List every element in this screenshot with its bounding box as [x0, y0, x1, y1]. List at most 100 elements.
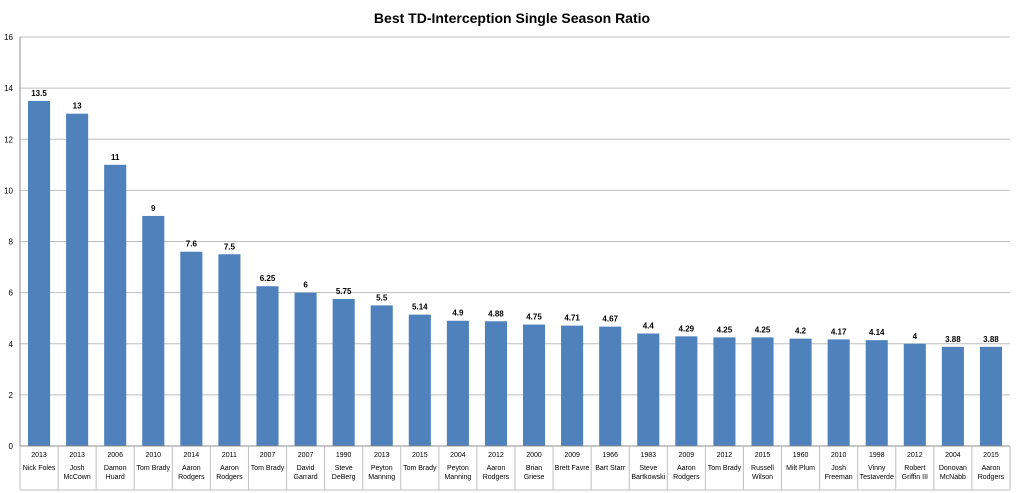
- x-tick-year: 2007: [298, 452, 314, 459]
- x-tick-player: McCown: [63, 474, 90, 481]
- x-tick-player: David: [297, 465, 315, 472]
- data-label: 5.75: [336, 287, 352, 296]
- y-tick-label: 0: [9, 442, 14, 451]
- bar: [751, 337, 774, 446]
- x-tick-player: Garrard: [294, 474, 318, 481]
- x-tick-year: 2013: [31, 452, 47, 459]
- y-tick-label: 12: [4, 135, 13, 144]
- x-tick-player: Milt Plum: [786, 465, 815, 472]
- data-label: 4.2: [795, 327, 807, 336]
- x-tick-year: 2000: [526, 452, 542, 459]
- bar: [27, 100, 51, 446]
- x-tick-player: Bartkowski: [631, 474, 665, 481]
- gridlines: [19, 36, 1010, 447]
- data-label: 7.5: [224, 242, 236, 251]
- data-label: 4.88: [488, 309, 504, 318]
- bar: [370, 305, 393, 446]
- x-tick-player: Brian: [526, 465, 542, 472]
- x-tick-player: Peyton: [371, 465, 393, 472]
- data-label: 7.6: [186, 240, 198, 249]
- x-tick-player: Rodgers: [978, 474, 1005, 481]
- bar: [218, 254, 241, 446]
- data-label: 4.9: [452, 309, 464, 318]
- bar: [484, 321, 508, 446]
- x-tick-player: Robert: [904, 465, 925, 472]
- x-tick-year: 1998: [869, 452, 885, 459]
- bar: [979, 346, 1003, 446]
- x-tick-year: 2014: [184, 452, 200, 459]
- y-tick-label: 8: [9, 238, 14, 247]
- data-label: 3.88: [983, 335, 999, 344]
- y-tick-label: 10: [4, 186, 13, 195]
- x-tick-player: Rodgers: [216, 474, 243, 481]
- y-tick-label: 2: [9, 391, 14, 400]
- x-tick-player: Rodgers: [673, 474, 700, 481]
- bar: [104, 164, 127, 446]
- x-tick-player: Aaron: [677, 465, 696, 472]
- bar: [332, 299, 355, 446]
- x-tick-year: 2004: [450, 452, 466, 459]
- x-tick-year: 2012: [717, 452, 733, 459]
- x-tick-player: Aaron: [487, 465, 506, 472]
- x-tick-player: Testaverde: [860, 474, 894, 481]
- x-tick-year: 2015: [983, 452, 999, 459]
- data-label: 4: [913, 332, 918, 341]
- bar: [789, 338, 812, 446]
- x-tick-player: Bart Starr: [595, 465, 626, 472]
- x-tick-player: McNabb: [940, 474, 966, 481]
- bar: [66, 113, 89, 446]
- data-label: 11: [111, 153, 120, 162]
- x-tick-player: Freeman: [825, 474, 853, 481]
- y-tick-label: 14: [4, 84, 13, 93]
- x-tick-year: 2012: [907, 452, 923, 459]
- x-tick-year: 2009: [564, 452, 580, 459]
- chart-title: Best TD-Interception Single Season Ratio: [374, 10, 650, 26]
- data-label: 13: [73, 102, 82, 111]
- x-tick-player: Griffin III: [902, 474, 928, 481]
- x-tick-player: Manning: [368, 474, 395, 481]
- bar: [637, 333, 660, 446]
- x-tick-year: 2006: [107, 452, 123, 459]
- x-tick-year: 1960: [793, 452, 809, 459]
- x-tick-year: 1990: [336, 452, 352, 459]
- x-tick-player: Steve: [639, 465, 657, 472]
- x-tick-year: 2007: [260, 452, 276, 459]
- data-label: 6: [303, 281, 308, 290]
- bar: [827, 339, 850, 446]
- x-tick-player: Tom Brady: [137, 465, 171, 472]
- data-label: 4.4: [643, 322, 655, 331]
- data-label: 4.14: [869, 328, 885, 337]
- bar: [941, 346, 964, 446]
- bar: [446, 320, 469, 446]
- bar: [408, 314, 431, 446]
- x-tick-player: Tom Brady: [251, 465, 285, 472]
- x-tick-player: Huard: [106, 474, 125, 481]
- x-tick-year: 2011: [222, 452, 237, 459]
- data-label: 4.25: [755, 325, 771, 334]
- x-tick-year: 2010: [145, 452, 161, 459]
- x-tick-player: Nick Foles: [23, 465, 56, 472]
- x-tick-year: 2015: [412, 452, 428, 459]
- x-tick-player: Vinny: [868, 465, 886, 472]
- data-label: 13.5: [31, 89, 47, 98]
- x-tick-player: Peyton: [447, 465, 469, 472]
- x-tick-player: Tom Brady: [708, 465, 742, 472]
- x-tick-player: Steve: [335, 465, 353, 472]
- data-label: 4.25: [717, 325, 733, 334]
- bar: [294, 292, 317, 446]
- y-tick-label: 4: [9, 340, 14, 349]
- x-tick-year: 2013: [69, 452, 85, 459]
- data-label: 4.29: [679, 324, 695, 333]
- bar: [522, 324, 546, 446]
- x-tick-player: Wilson: [752, 474, 773, 481]
- x-tick-player: Griese: [524, 474, 545, 481]
- x-tick-player: Aaron: [982, 465, 1001, 472]
- data-label: 3.88: [945, 335, 961, 344]
- bar: [180, 251, 203, 446]
- x-tick-year: 1966: [602, 452, 618, 459]
- x-tick-player: Aaron: [182, 465, 201, 472]
- x-tick-year: 2013: [374, 452, 390, 459]
- bar: [142, 215, 165, 446]
